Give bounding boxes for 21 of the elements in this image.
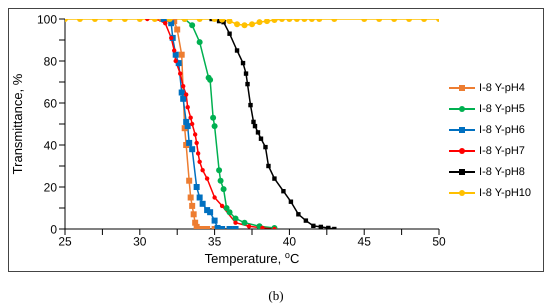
x-tick-label: 50 <box>432 234 446 249</box>
legend-label: I-8 Y-pH6 <box>479 124 525 136</box>
text: (b) <box>267 288 285 304</box>
x-tick-label: 25 <box>58 234 72 249</box>
x-tick-label: 35 <box>208 234 222 249</box>
y-tick-label: 0 <box>50 222 58 236</box>
legend-label: I-8 Y-pH4 <box>479 82 525 94</box>
legend-label: I-8 Y-pH8 <box>479 166 525 178</box>
y-tick-label: 80 <box>44 54 58 68</box>
x-axis-title: Temperature, $^{o}$C <box>204 250 300 266</box>
y-tick-label: 60 <box>44 96 58 110</box>
legend-label: I-8 Y-pH5 <box>479 102 525 114</box>
x-tick-label: 30 <box>133 234 147 249</box>
y-tick-label: 20 <box>44 180 58 194</box>
legend-label: I-8 Y-pH7 <box>479 144 525 156</box>
x-tick-label: 40 <box>282 234 296 249</box>
legend-label: I-8 Y-pH10 <box>479 186 531 198</box>
y-axis-title: Transmittance, % <box>10 73 26 174</box>
y-tick-label: 100 <box>36 12 58 26</box>
x-tick-label: 45 <box>358 234 372 249</box>
y-tick-label: 40 <box>44 138 58 152</box>
